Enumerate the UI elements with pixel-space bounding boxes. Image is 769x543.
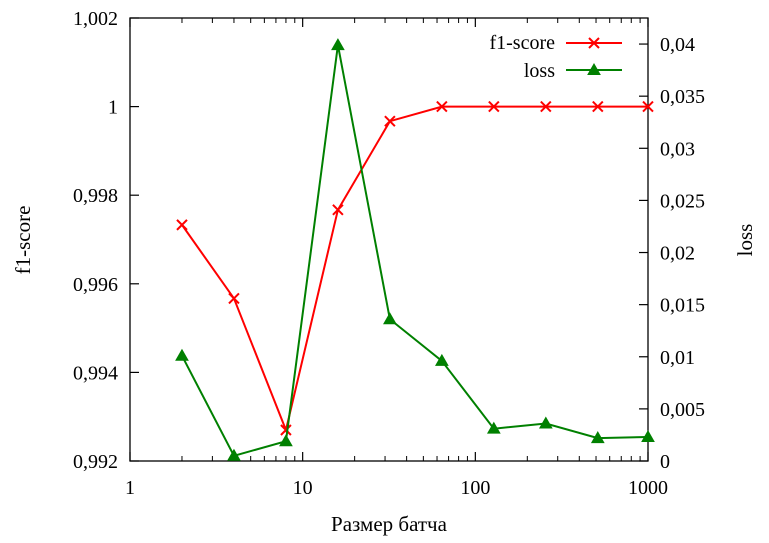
data-point-f1-score	[488, 100, 500, 113]
y-tick-label: 0,998	[73, 185, 118, 207]
legend-marker-symbol-loss	[587, 62, 601, 75]
legend: f1-score loss	[489, 32, 622, 82]
data-point-loss	[435, 353, 449, 366]
y-tick-label: 1,002	[73, 8, 118, 30]
y2-tick-label: 0,04	[660, 34, 695, 56]
data-point-loss	[175, 348, 189, 361]
y2-tick-label: 0,035	[660, 86, 705, 108]
series-line-loss	[181, 44, 649, 457]
x-tick-label: 1	[125, 477, 135, 499]
y-tick-label: 0,992	[73, 451, 118, 473]
legend-label-f1-score: f1-score	[489, 32, 555, 54]
data-point-f1-score	[176, 219, 188, 231]
y2-tick-label: 0,015	[660, 295, 705, 317]
y-tick-label: 0,996	[73, 274, 118, 296]
series-layer	[175, 38, 655, 461]
data-point-f1-score	[280, 424, 292, 436]
data-point-f1-score	[642, 100, 654, 113]
y2-axis-title: loss	[733, 224, 757, 257]
data-point-f1-score	[436, 100, 448, 113]
data-point-f1-score	[540, 100, 552, 113]
y-axis-title: f1-score	[11, 206, 35, 275]
y2-tick-label: 0,025	[660, 190, 705, 212]
data-point-loss	[331, 38, 345, 51]
data-point-loss	[279, 434, 293, 447]
x-tick-label: 10	[293, 477, 313, 499]
x-axis-title: Размер батча	[331, 512, 448, 536]
x-tick-label: 1000	[628, 477, 668, 499]
y2-tick-label: 0,005	[660, 399, 705, 421]
data-point-loss	[590, 431, 605, 444]
y2-tick-label: 0	[660, 451, 670, 473]
x-tick-label: 100	[460, 477, 490, 499]
data-point-f1-score	[384, 115, 396, 127]
series-line-f1-score	[181, 105, 648, 434]
data-point-loss	[538, 416, 553, 429]
data-point-f1-score	[332, 204, 344, 216]
y-tick-label: 0,994	[73, 362, 118, 384]
y-tick-label: 1	[108, 97, 118, 119]
axis-ticks	[129, 17, 649, 462]
y2-tick-label: 0,03	[660, 138, 695, 160]
data-point-loss	[486, 421, 501, 434]
legend-label-loss: loss	[524, 60, 555, 82]
data-point-loss	[383, 312, 397, 325]
tick-labels: 1 10 100 1000 0,992 0,994 0,996 0,998 1 1,002 0 0,0…	[73, 8, 705, 499]
legend-marker-f1-score	[588, 37, 600, 49]
data-point-f1-score	[592, 100, 604, 113]
legend-marker-symbol-f1-score	[588, 37, 600, 49]
y2-tick-label: 0,01	[660, 347, 695, 369]
data-point-loss	[641, 430, 655, 443]
data-point-f1-score	[228, 292, 240, 305]
y2-tick-label: 0,02	[660, 243, 695, 265]
data-point-loss	[227, 448, 241, 461]
legend-marker-loss	[587, 62, 601, 75]
plot-frame	[129, 17, 649, 462]
